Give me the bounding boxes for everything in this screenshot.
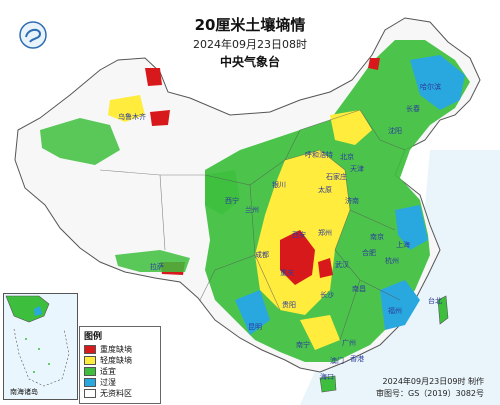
legend-item-slight: 轻度缺墒 (84, 355, 160, 366)
map-legend: 图例 重度缺墒 轻度缺墒 适宜 过湿 无资料区 (79, 326, 161, 404)
taiwan-island (437, 295, 449, 325)
city-label: 乌鲁木齐 (118, 113, 146, 121)
city-label: 西宁 (225, 197, 239, 205)
hainan-island (319, 375, 337, 393)
city-label: 天津 (350, 165, 364, 173)
city-label: 兰州 (245, 206, 259, 214)
map-publisher: 中央气象台 (219, 55, 280, 69)
inset-map (5, 295, 70, 387)
city-label: 济南 (345, 197, 359, 205)
cma-logo-icon (18, 20, 48, 50)
legend-item-wet: 过湿 (84, 377, 160, 388)
city-label: 北京 (340, 153, 354, 161)
map-datetime: 2024年09月23日08时 (193, 38, 307, 51)
legend-item-nodata: 无资料区 (84, 388, 160, 399)
city-label: 杭州 (385, 257, 399, 265)
region-west-yellow (108, 95, 145, 122)
city-label: 昆明 (248, 323, 262, 331)
inset-label: 南海诸岛 (10, 388, 38, 396)
region-wet-southwest (235, 290, 270, 335)
city-label: 太原 (318, 186, 332, 194)
city-label: 成都 (255, 251, 269, 259)
legend-swatch-nodata (84, 389, 96, 398)
city-label: 长沙 (320, 291, 334, 299)
map-title: 20厘米土壤墒情 (194, 16, 306, 34)
legend-item-suitable: 适宜 (84, 366, 160, 377)
footer-approval: 审图号：GS（2019）3082号 (376, 389, 484, 398)
region-slight-deficit-south (300, 315, 340, 350)
legend-swatch-slight (84, 356, 96, 365)
region-wet-southeast (380, 280, 420, 330)
footer-made-time: 2024年09月23日09时 制作 (382, 377, 484, 386)
city-label: 合肥 (362, 249, 376, 257)
legend-swatch-suitable (84, 367, 96, 376)
region-west-patches (40, 118, 120, 165)
city-label: 石家庄 (326, 173, 347, 181)
city-label: 沈阳 (388, 127, 402, 135)
region-tibet-strip (115, 250, 190, 272)
city-label: 长春 (406, 105, 420, 113)
city-label: 澳门 (330, 357, 344, 365)
region-severe-deficit-2 (318, 258, 333, 278)
city-label: 哈尔滨 (420, 83, 441, 91)
city-label: 广州 (342, 339, 356, 347)
city-label: 海口 (320, 373, 334, 381)
region-severe-deficit-xinjiang-2 (150, 110, 170, 126)
sea-area (300, 150, 500, 405)
legend-title: 图例 (84, 332, 103, 342)
region-qinghai (205, 170, 240, 215)
region-wet-northeast (410, 55, 465, 110)
city-label: 武汉 (335, 261, 349, 269)
city-label: 重庆 (280, 269, 294, 277)
province-boundaries (99, 109, 406, 341)
region-severe-deficit-xinjiang-1 (145, 68, 162, 86)
south-china-sea-inset: 南海诸岛 (3, 293, 78, 400)
city-label: 福州 (388, 307, 402, 315)
city-label: 呼和浩特 (305, 151, 333, 159)
city-label: 南京 (370, 233, 384, 241)
city-label: 贵阳 (282, 301, 296, 309)
city-label: 银川 (272, 181, 286, 189)
legend-swatch-wet (84, 378, 96, 387)
city-label: 郑州 (318, 229, 332, 237)
legend-item-severe: 重度缺墒 (84, 344, 160, 355)
city-label: 上海 (396, 241, 410, 249)
city-label: 台北 (428, 297, 442, 305)
city-label: 拉萨 (150, 263, 164, 271)
city-label: 香港 (350, 355, 364, 363)
city-label: 西安 (292, 231, 306, 239)
region-severe-deficit-central (280, 230, 315, 285)
region-slight-deficit-north (330, 110, 372, 145)
region-wet-coast (395, 205, 428, 250)
region-severe-deficit-northeast (368, 58, 380, 70)
city-label: 南宁 (296, 341, 310, 349)
legend-swatch-severe (84, 345, 96, 354)
city-label: 南昌 (352, 285, 366, 293)
